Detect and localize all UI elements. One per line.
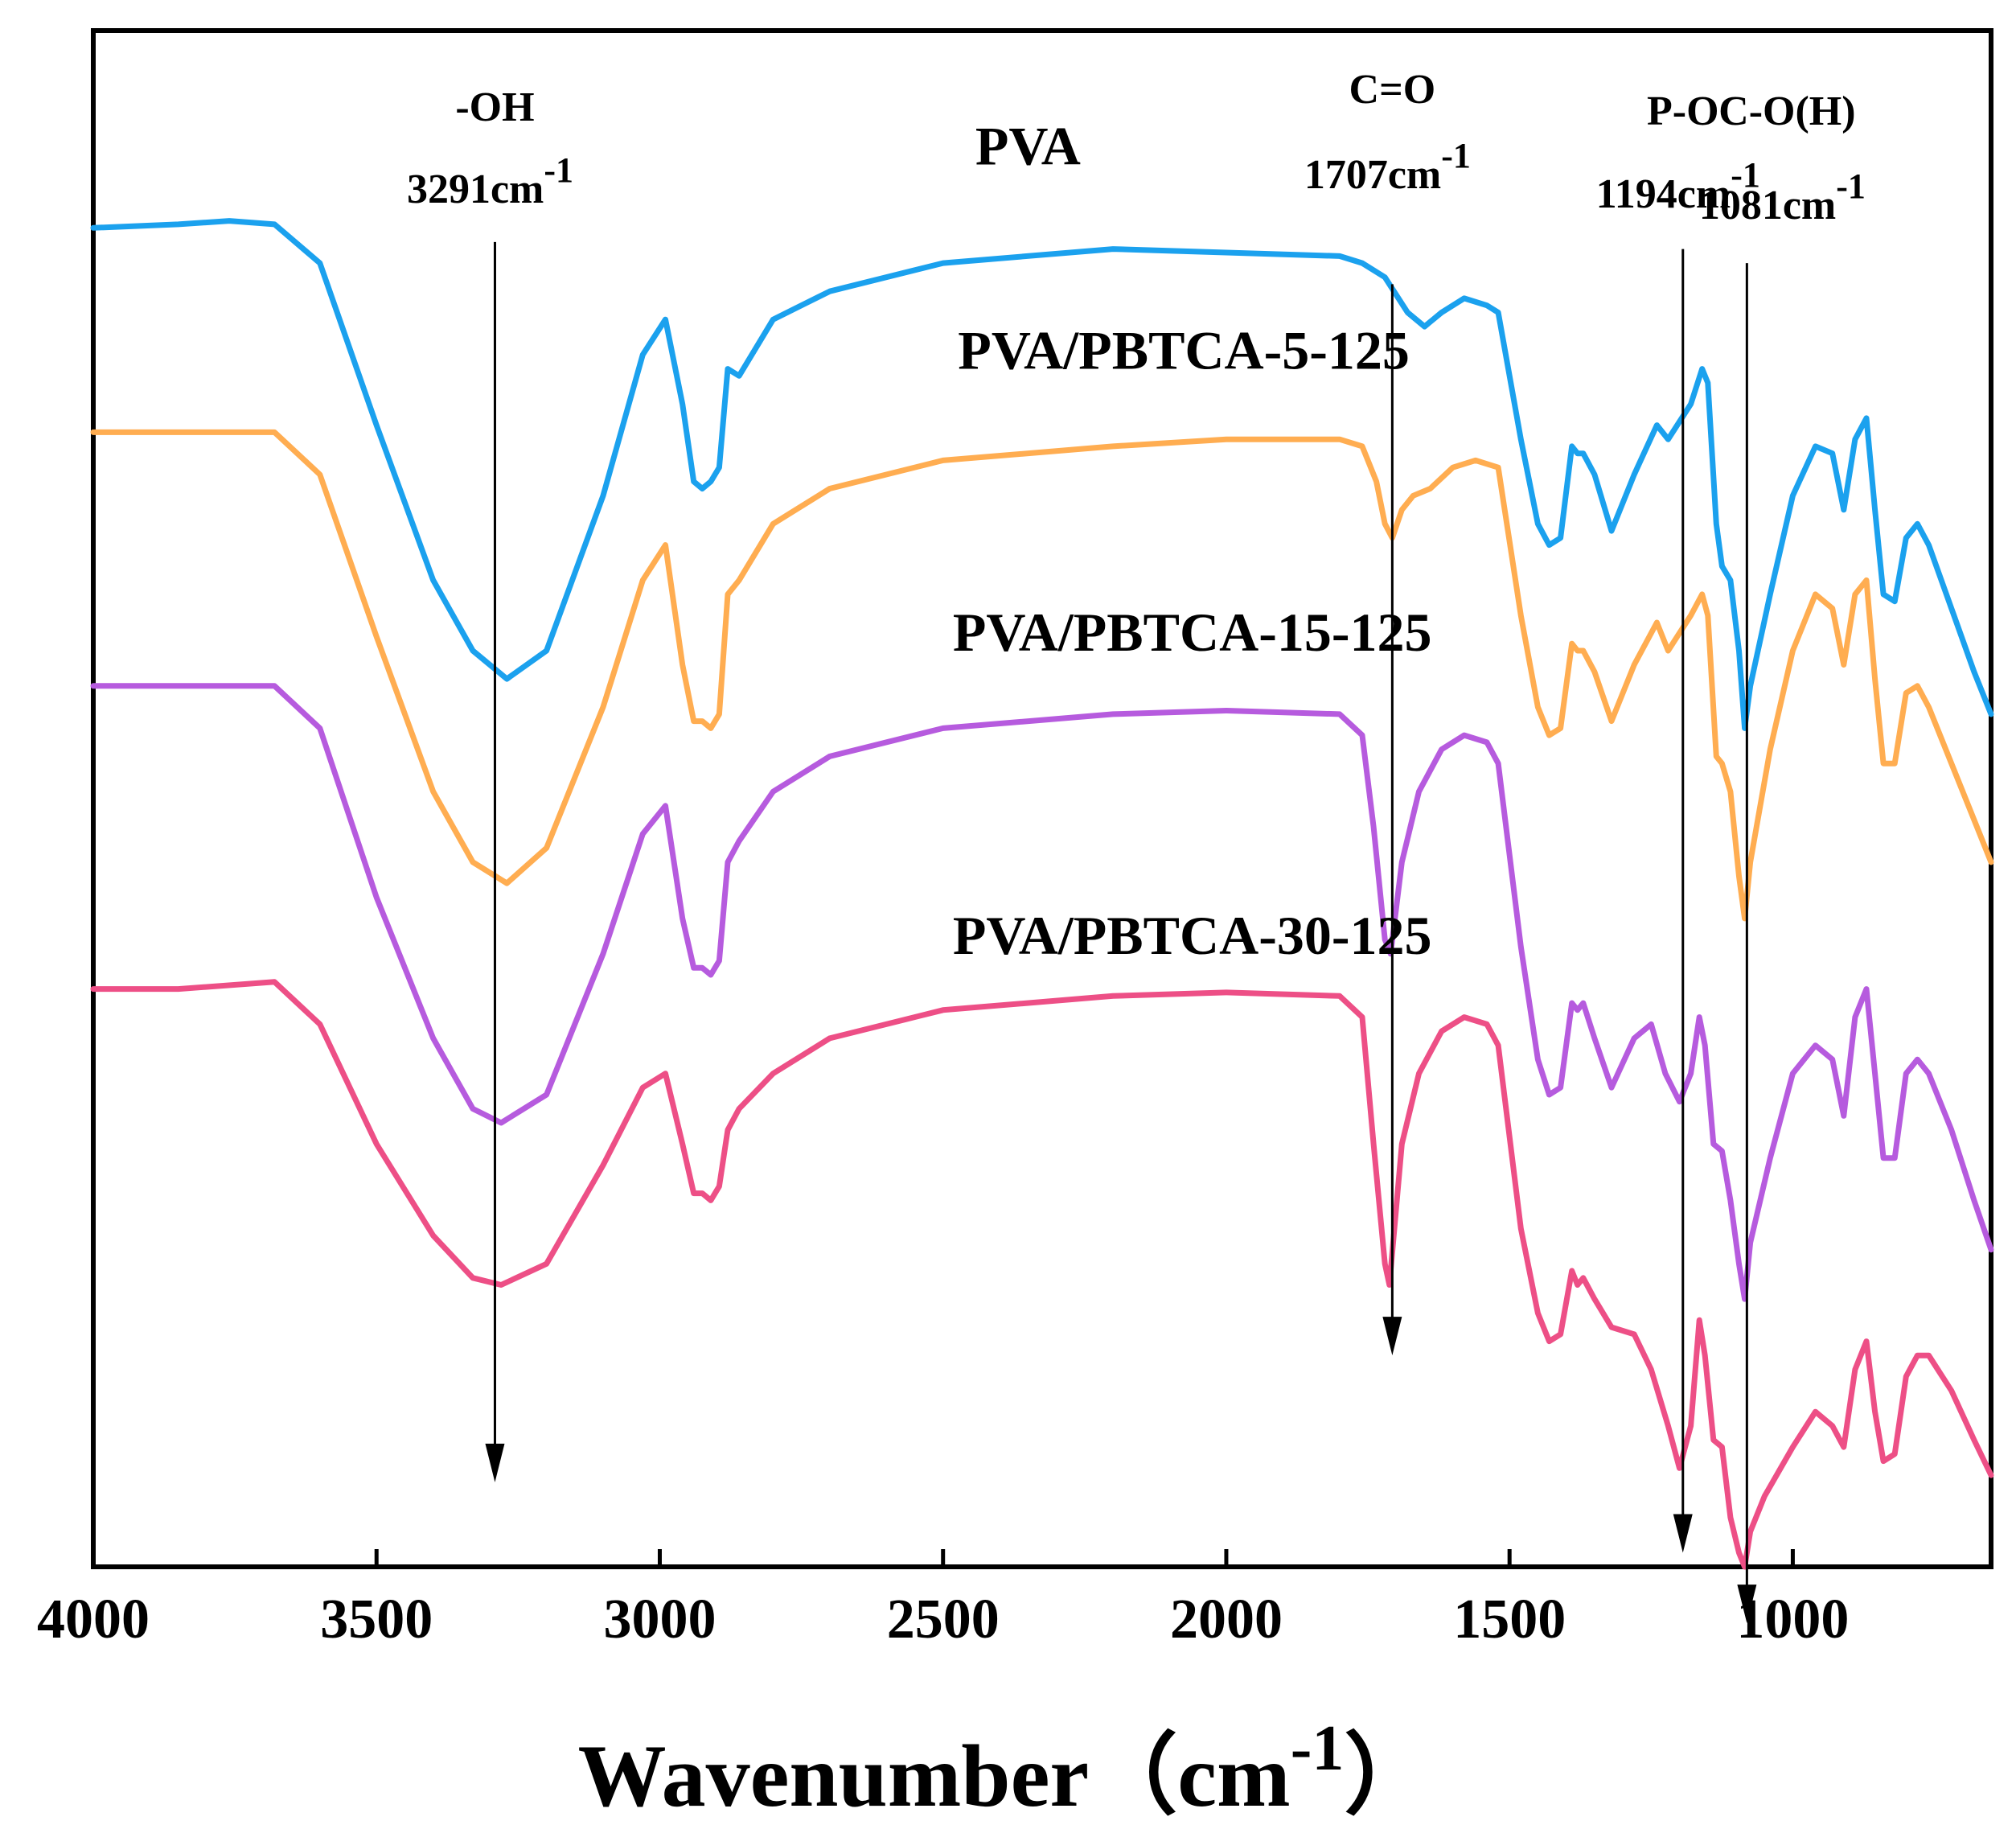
series-labels: PVA PVA/PBTCA-5-125 PVA/PBTCA-15-125 PVA/PB… xyxy=(953,115,1432,965)
series-label-2: PVA/PBTCA-15-125 xyxy=(953,602,1432,663)
x-axis-title: Wavenumber（cm-1） xyxy=(578,1713,1433,1825)
annotation-value-COH: 1081cm-1 xyxy=(1699,166,1866,228)
peak-annotations: -OH 3291cm-1 C=O 1707cm-1 P-O 1194cm-1 C-O(H) 1… xyxy=(407,67,1866,1624)
spectrum-line-3 xyxy=(90,979,1994,1570)
spectrum-line-0 xyxy=(90,218,1994,731)
spectra-group xyxy=(90,218,1994,1570)
annotation-value-PO: 1194cm-1 xyxy=(1596,155,1760,217)
x-axis-title-text: Wavenumber xyxy=(578,1727,1090,1825)
annotation-group-COH: C-O(H) xyxy=(1718,88,1855,134)
x-tick-label: 2000 xyxy=(1170,1589,1283,1650)
plot-frame xyxy=(91,28,1993,1569)
spectrum-line-2 xyxy=(90,683,1994,1302)
x-tick-label: 2500 xyxy=(887,1589,1000,1650)
series-label-3: PVA/PBTCA-30-125 xyxy=(953,905,1432,966)
annotation-value-CO: 1707cm-1 xyxy=(1304,136,1471,198)
annotation-group-CO: C=O xyxy=(1349,67,1436,113)
arrow-head-COH xyxy=(1737,1585,1757,1624)
arrow-head-CO xyxy=(1382,1317,1402,1356)
x-tick-label: 3500 xyxy=(320,1589,433,1650)
series-label-1: PVA/PBTCA-5-125 xyxy=(958,320,1410,381)
arrow-head-PO xyxy=(1673,1514,1693,1553)
series-label-0: PVA xyxy=(975,115,1081,176)
x-tick-label: 1500 xyxy=(1453,1589,1566,1650)
annotation-value-OH: 3291cm-1 xyxy=(407,150,573,212)
spectrum-line-1 xyxy=(90,429,1994,922)
x-tick-label: 3000 xyxy=(603,1589,716,1650)
annotation-group-OH: -OH xyxy=(455,84,534,130)
x-axis-unit-exp: -1 xyxy=(1291,1713,1345,1784)
annotation-group-PO: P-O xyxy=(1647,88,1719,134)
x-tick-label: 4000 xyxy=(37,1589,150,1650)
x-axis-unit-base: cm xyxy=(1177,1727,1290,1825)
arrow-head-OH xyxy=(485,1443,505,1482)
x-tick-label: 1000 xyxy=(1736,1589,1849,1650)
x-ticks: 4000 3500 3000 2500 2000 1500 1000 xyxy=(37,1549,1849,1650)
